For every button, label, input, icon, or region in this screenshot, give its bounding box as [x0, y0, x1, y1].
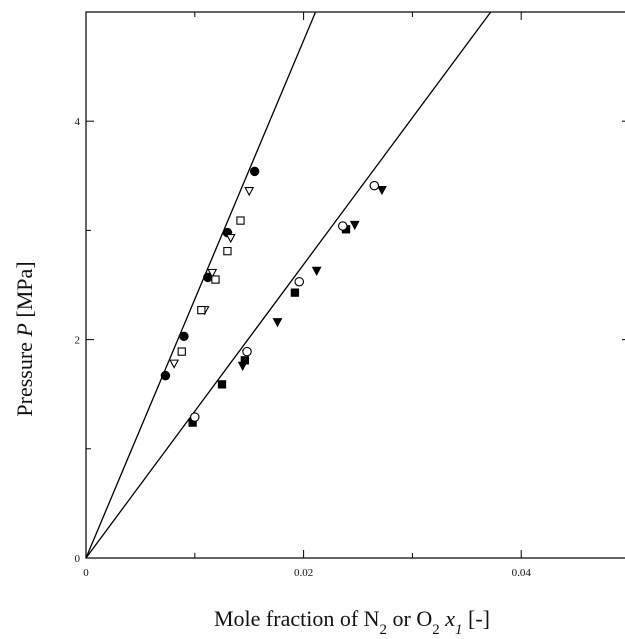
filled-down-triangle-point — [311, 266, 322, 276]
filled-square-point — [217, 380, 227, 389]
open-square-point — [177, 347, 186, 356]
data-points — [160, 166, 387, 427]
open-square-point — [197, 305, 206, 315]
y-axis-title-variable: P — [12, 323, 37, 337]
y-tick-label: 0 — [75, 553, 81, 565]
open-circle-point — [190, 412, 200, 422]
open-circle-point — [369, 180, 380, 191]
y-axis-title-prefix: Pressure — [12, 337, 37, 417]
y-tick-label: 4 — [75, 116, 81, 128]
y-axis-title: Pressure P [MPa] — [12, 261, 37, 416]
open-down-triangle-point — [207, 268, 218, 279]
x-axis-title-variable: x — [444, 606, 455, 631]
filled-circle-point — [179, 331, 189, 342]
x-axis-title-variable-sub: 1 — [455, 622, 463, 638]
open-square-point — [211, 275, 220, 284]
open-circle-point — [242, 346, 252, 357]
x-tick-label: 0.04 — [512, 567, 532, 579]
filled-circle-point — [160, 370, 171, 381]
open-circle-point — [338, 221, 348, 231]
fit-lines — [85, 11, 492, 559]
open-down-triangle-point — [225, 233, 236, 244]
plot-frame — [85, 11, 625, 559]
x-axis-title-sub-n2: 2 — [380, 622, 388, 638]
open-down-triangle-point — [244, 187, 255, 197]
filled-down-triangle-point — [349, 220, 360, 231]
plot-frame-rect — [85, 11, 625, 559]
y-tick-label: 2 — [75, 335, 81, 347]
fit-line — [85, 11, 317, 559]
filled-circle-point — [249, 166, 260, 177]
x-axis-title-unit: [-] — [463, 606, 490, 631]
open-circle-point — [294, 276, 304, 287]
tick-labels: 0 0.02 0.04 0 2 4 — [75, 116, 532, 579]
axis-ticks — [85, 11, 625, 559]
filled-down-triangle-point — [377, 185, 387, 196]
x-axis-title-middle: or O — [387, 606, 432, 631]
x-axis-title-prefix: Mole fraction of N — [214, 606, 380, 631]
filled-square-point — [290, 288, 300, 297]
filled-down-triangle-point — [272, 318, 283, 328]
x-axis-title-sub-o2: 2 — [432, 622, 440, 638]
open-square-point — [223, 246, 232, 256]
open-square-point — [236, 216, 245, 225]
x-tick-label: 0.02 — [294, 567, 313, 579]
fit-line — [85, 11, 492, 559]
filled-down-triangle-point — [237, 361, 248, 371]
x-tick-label: 0 — [83, 567, 89, 579]
y-axis-title-unit: [MPa] — [12, 261, 37, 323]
open-down-triangle-point — [169, 359, 180, 369]
x-axis-title: Mole fraction of N2 or O2 x1 [-] — [214, 606, 490, 638]
